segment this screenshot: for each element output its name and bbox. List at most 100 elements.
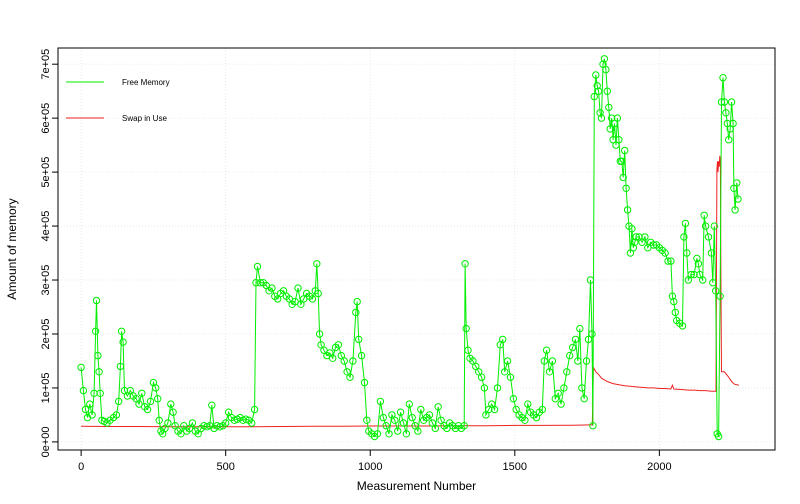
free-memory-point — [586, 276, 595, 284]
free-memory-point — [349, 357, 357, 365]
free-memory-point — [554, 389, 562, 397]
free-memory-point — [701, 222, 710, 230]
free-memory-point — [252, 279, 260, 287]
free-memory-point — [376, 397, 385, 406]
free-memory-point — [92, 296, 101, 305]
free-memory-point — [566, 351, 574, 360]
free-memory-point — [79, 386, 88, 395]
free-memory-point — [394, 427, 402, 435]
free-memory-point — [618, 157, 626, 166]
free-memory-point — [346, 373, 354, 381]
free-memory-point — [490, 405, 499, 414]
free-memory-point — [615, 136, 623, 144]
free-memory-point — [671, 308, 679, 317]
free-memory-point — [154, 395, 162, 403]
free-memory-point — [628, 225, 636, 233]
free-memory-point — [385, 430, 393, 438]
free-memory-point — [619, 173, 627, 182]
free-memory-point — [709, 279, 717, 287]
legend: Free Memory Swap in Use — [66, 78, 170, 123]
free-memory-point — [521, 416, 529, 424]
free-memory-point — [353, 297, 361, 306]
free-memory-point — [253, 262, 262, 271]
y-tick-label: 2e+05 — [40, 319, 52, 350]
y-tick-label: 6e+05 — [40, 103, 52, 134]
free-memory-point — [373, 430, 382, 438]
free-memory-point — [590, 92, 598, 101]
free-memory-point — [707, 249, 716, 257]
free-memory-point — [580, 395, 588, 403]
free-memory-point — [621, 146, 629, 155]
free-memory-point — [542, 346, 551, 354]
free-memory-point — [480, 384, 489, 392]
free-memory-point — [464, 346, 472, 354]
x-tick-label: 2000 — [647, 461, 671, 473]
free-memory-point — [405, 400, 413, 408]
grid — [58, 48, 775, 450]
free-memory-point — [250, 405, 259, 414]
x-tick-label: 500 — [217, 461, 235, 473]
free-memory-point — [382, 422, 390, 430]
free-memory-point — [540, 357, 548, 365]
y-axis-label: Amount of memory — [5, 198, 19, 299]
plot-frame — [57, 47, 776, 451]
y-tick-label: 3e+05 — [40, 265, 52, 296]
free-memory-point — [425, 411, 434, 419]
free-memory-point — [167, 400, 175, 408]
free-memory-point — [88, 411, 96, 419]
free-memory-point — [680, 233, 688, 241]
free-memory-point — [700, 211, 708, 220]
free-memory-point — [548, 357, 557, 365]
free-memory-point — [146, 397, 155, 406]
free-memory-point — [622, 184, 630, 193]
free-memory-point — [506, 373, 515, 381]
free-memory-point — [600, 55, 609, 63]
y-tick-label: 7e+05 — [40, 49, 52, 80]
free-memory-point — [632, 233, 640, 241]
free-memory-point — [340, 357, 348, 365]
free-memory-point — [568, 343, 577, 352]
free-memory-point — [649, 241, 658, 249]
free-memory-point — [694, 260, 703, 268]
free-memory-point — [734, 195, 742, 203]
free-memory-point — [115, 397, 123, 406]
axes: 0 500 1000 1500 2000 0e+00 1e+05 2e+05 3e+05 4e+0… — [40, 49, 672, 473]
free-memory-point — [399, 419, 408, 427]
free-memory-point — [571, 335, 580, 344]
free-memory-point — [91, 327, 100, 335]
free-memory-point — [641, 233, 649, 241]
free-memory-point — [714, 432, 723, 441]
free-memory-point — [602, 65, 610, 74]
free-memory-point — [77, 363, 85, 372]
free-memory-point — [95, 368, 103, 376]
free-memory-point — [725, 136, 733, 144]
free-memory-point — [402, 430, 411, 438]
free-memory-point — [538, 405, 546, 414]
free-memory-point — [138, 389, 146, 397]
free-memory-point — [731, 206, 739, 214]
free-memory-point — [629, 244, 637, 252]
free-memory-point — [355, 335, 363, 344]
y-tick-label: 4e+05 — [40, 211, 52, 242]
free-memory-point — [563, 368, 571, 376]
free-memory-point — [143, 405, 152, 414]
free-memory-point — [710, 222, 718, 230]
free-memory-point — [690, 270, 698, 279]
free-memory-point — [94, 351, 102, 360]
free-memory-point — [733, 179, 741, 187]
free-memory-point — [408, 413, 416, 422]
swap-series — [81, 155, 740, 428]
free-memory-point — [461, 260, 469, 268]
free-memory-point — [603, 87, 611, 95]
free-memory-point — [391, 416, 399, 424]
free-memory-point — [719, 74, 727, 82]
free-memory-point — [188, 419, 197, 427]
free-memory-point — [574, 357, 582, 365]
free-memory-point — [291, 297, 299, 306]
free-memory-point — [460, 422, 468, 430]
free-memory-point — [727, 98, 736, 106]
y-tick-label: 1e+05 — [40, 372, 52, 403]
free-memory-point — [315, 330, 324, 338]
free-memory-point — [623, 206, 632, 214]
free-memory-point — [717, 98, 726, 106]
